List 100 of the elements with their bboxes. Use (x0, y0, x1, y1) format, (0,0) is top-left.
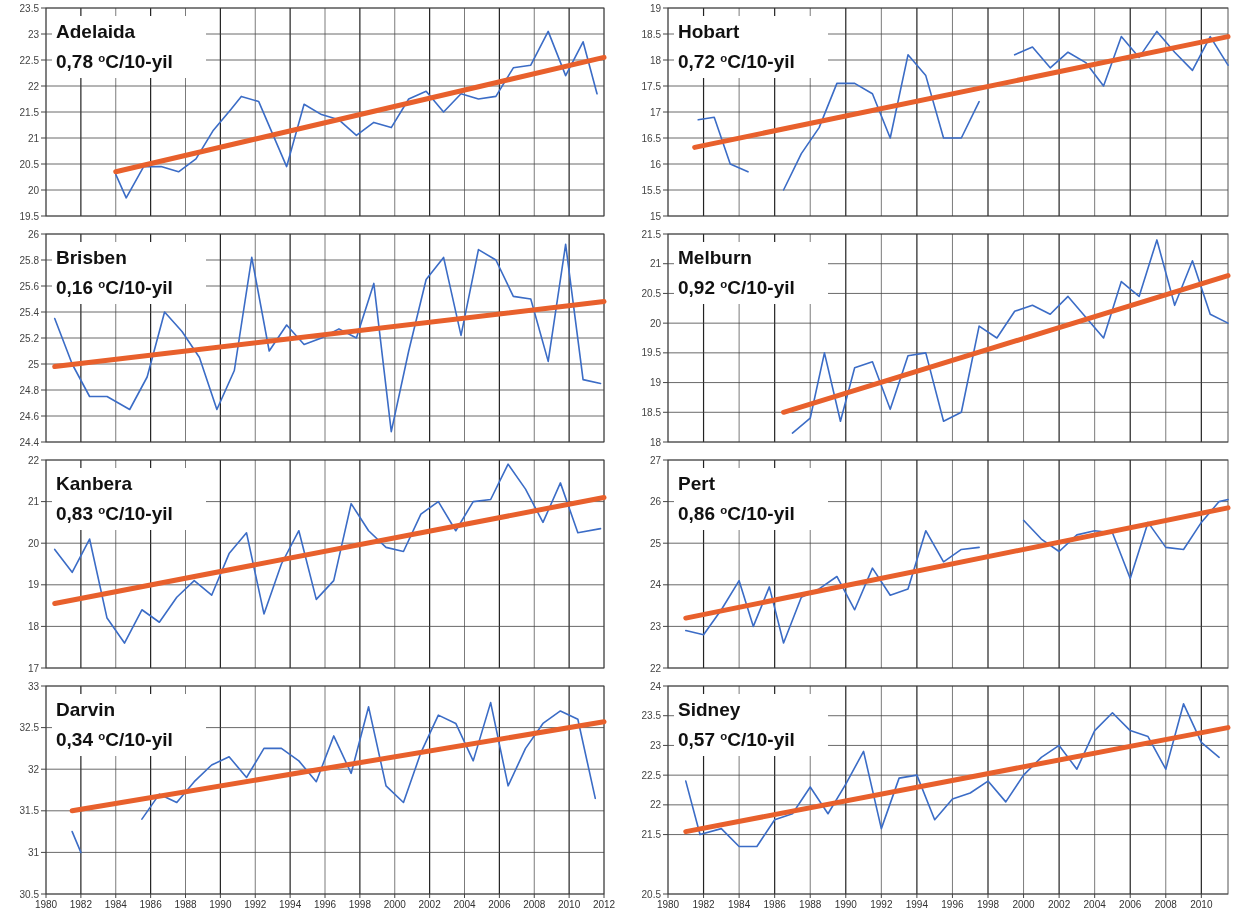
text: Hobart (678, 21, 740, 42)
y-tick-label: 20 (649, 317, 662, 329)
x-tick-label: 1998 (348, 899, 372, 910)
annotation: 0,57 $^{o}$C/10-yil (678, 729, 795, 750)
x-tick-label: 1994 (905, 899, 929, 910)
y-tick-label: 26 (649, 496, 662, 508)
annotation: 0,78 $^{o}$C/10-yil (56, 51, 173, 72)
x-tick-label: 1998 (976, 899, 1000, 910)
y-tick-label: 22.5 (19, 54, 40, 66)
y-tick-label: 18 (649, 54, 662, 66)
y-tick-label: 19 (649, 2, 662, 14)
y-tick-label: 20 (27, 537, 40, 549)
y-tick-label: 24.8 (19, 384, 40, 396)
x-tick-label: 1990 (209, 899, 232, 910)
y-tick-label: 19 (649, 377, 662, 389)
y-tick-label: 17.5 (641, 80, 662, 92)
y-tick-label: 18 (27, 620, 40, 632)
y-tick-label: 31.5 (19, 805, 40, 817)
annotation: 0,83 $^{o}$C/10-yil (56, 503, 173, 524)
x-tick-label: 2008 (523, 899, 546, 910)
x-tick-label: 1994 (279, 899, 302, 910)
y-tick-label: 20.5 (641, 287, 662, 299)
y-tick-label: 22 (27, 454, 40, 466)
x-tick-label: 1986 (139, 899, 163, 910)
annotation: 0,34 $^{o}$C/10-yil (56, 729, 173, 750)
text: Sidney (678, 699, 741, 720)
y-tick-label: 24 (649, 680, 662, 692)
y-tick-label: 31 (27, 846, 40, 858)
x-tick-label: 1996 (941, 899, 964, 910)
y-tick-label: 22 (27, 80, 40, 92)
text: Kanbera (56, 473, 133, 494)
annotation: 0,92 $^{o}$C/10-yil (678, 277, 795, 298)
x-tick-label: 2004 (453, 899, 477, 910)
y-tick-label: 23 (27, 28, 40, 40)
text: Melburn (678, 247, 752, 268)
y-tick-label: 18 (649, 436, 662, 448)
line-series (53, 243, 602, 433)
x-tick-label: 2008 (1154, 899, 1178, 910)
x-tick-label: 1992 (244, 899, 267, 910)
x-tick-label: 1980 (656, 899, 680, 910)
y-tick-label: 33 (27, 680, 40, 692)
y-tick-label: 25.4 (19, 306, 40, 318)
text: Brisben (56, 247, 127, 268)
x-tick-label: 1982 (69, 899, 93, 910)
text: Adelaida (56, 21, 136, 42)
x-tick-label: 1980 (34, 899, 58, 910)
x-tick-label: 1992 (870, 899, 893, 910)
x-tick-label: 1988 (174, 899, 198, 910)
y-tick-label: 16 (649, 158, 662, 170)
y-tick-label: 19 (27, 579, 40, 591)
annotation: 0,72 $^{o}$C/10-yil (678, 51, 795, 72)
y-tick-label: 25.8 (19, 254, 40, 266)
x-tick-label: 1982 (692, 899, 716, 910)
y-tick-label: 16.5 (641, 132, 662, 144)
x-tick-label: 2006 (488, 899, 511, 910)
y-tick-label: 30.5 (19, 888, 40, 900)
y-tick-label: 32 (27, 763, 40, 775)
y-tick-label: 21.5 (641, 228, 662, 240)
y-tick-label: 24.6 (19, 410, 40, 422)
y-tick-label: 23 (649, 739, 662, 751)
y-tick-label: 24 (649, 579, 662, 591)
y-tick-label: 17 (27, 662, 40, 674)
y-tick-label: 20.5 (19, 158, 40, 170)
x-tick-label: 2010 (1190, 899, 1213, 910)
y-tick-label: 15.5 (641, 184, 662, 196)
x-tick-label: 2002 (1047, 899, 1071, 910)
x-tick-label: 2002 (418, 899, 442, 910)
text: Darvin (56, 699, 116, 720)
line-series (53, 463, 602, 644)
y-tick-label: 27 (649, 454, 662, 466)
y-tick-label: 23.5 (19, 2, 40, 14)
y-tick-label: 22 (649, 799, 662, 811)
x-tick-label: 2010 (558, 899, 581, 910)
x-tick-label: 2000 (383, 899, 407, 910)
y-tick-label: 21.5 (641, 829, 662, 841)
x-tick-label: 1984 (727, 899, 751, 910)
y-tick-label: 32.5 (19, 722, 40, 734)
y-tick-label: 19.5 (19, 210, 40, 222)
y-tick-label: 24.4 (19, 436, 40, 448)
y-tick-label: 23 (649, 620, 662, 632)
y-tick-label: 21 (649, 258, 662, 270)
y-tick-label: 18.5 (641, 28, 662, 40)
y-tick-label: 15 (649, 210, 662, 222)
y-tick-label: 21.5 (19, 106, 40, 118)
y-tick-label: 21 (27, 132, 40, 144)
y-tick-label: 25.6 (19, 280, 40, 292)
y-tick-label: 18.5 (641, 406, 662, 418)
y-tick-label: 25 (649, 537, 662, 549)
x-tick-label: 1984 (104, 899, 128, 910)
x-tick-label: 2004 (1083, 899, 1107, 910)
y-tick-label: 25.2 (19, 332, 40, 344)
x-tick-label: 1986 (763, 899, 787, 910)
y-tick-label: 25 (27, 358, 40, 370)
y-tick-label: 19.5 (641, 347, 662, 359)
annotation: 0,16 $^{o}$C/10-yil (56, 277, 173, 298)
y-tick-label: 22 (649, 662, 662, 674)
text: Pert (678, 473, 716, 494)
x-tick-label: 1988 (799, 899, 822, 910)
y-tick-label: 23.5 (641, 710, 662, 722)
y-tick-label: 26 (27, 228, 40, 240)
